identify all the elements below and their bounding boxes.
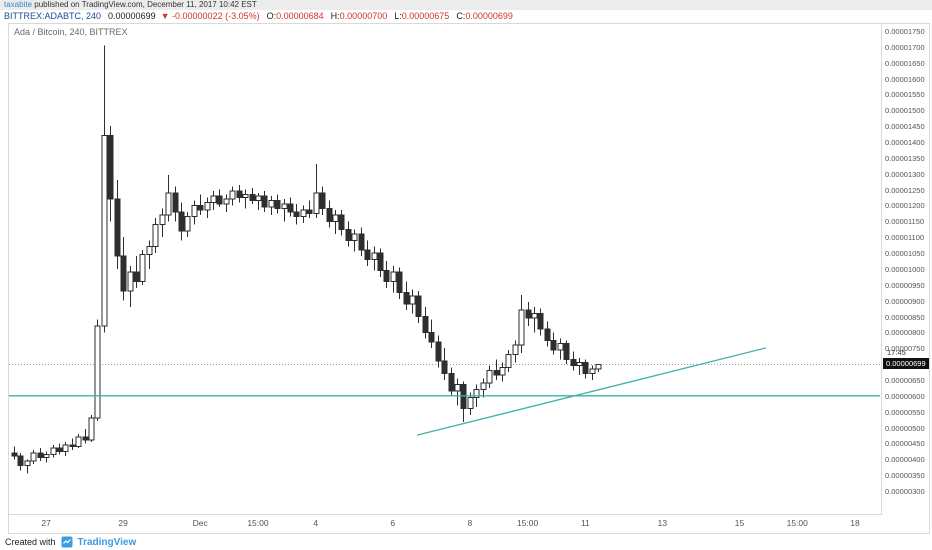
price-axis-label: 0.00001700	[885, 42, 925, 52]
price-axis-label: 0.00000350	[885, 471, 925, 481]
ohlc-l: L:0.00000675	[394, 11, 450, 21]
chart-plot-frame	[8, 23, 882, 515]
price-axis-label: 0.00000400	[885, 455, 925, 465]
price-axis[interactable]: 0.00001750 0.00001700 0.00001650 0.00001600…	[882, 24, 929, 514]
time-axis[interactable]: 27 29 Dec 15:00 4 6 8 15:00 11 13 15 15:00 18	[9, 515, 929, 533]
current-price-tag: 0.00000699	[883, 358, 929, 369]
price-axis-label: 0.00000450	[885, 439, 925, 449]
price-axis-label: 0.00001500	[885, 106, 925, 116]
price-axis-label: 0.00000500	[885, 423, 925, 433]
time-axis-label: 15:00	[516, 518, 539, 528]
price-axis-label: 0.00001450	[885, 122, 925, 132]
time-axis-label: 6	[390, 518, 396, 528]
chart-legend: Ada / Bitcoin, 240, BITTREX	[14, 27, 128, 37]
price-axis-label: 0.00001100	[885, 233, 925, 243]
publish-bar: taxabite published on TradingView.com, D…	[0, 0, 932, 10]
time-axis-label: Dec	[192, 518, 208, 528]
price-axis-label: 0.00001400	[885, 138, 925, 148]
chart-widget-frame	[8, 23, 930, 534]
price-axis-label: 0.00001300	[885, 169, 925, 179]
ohlc-h: H:0.00000700	[330, 11, 388, 21]
price-axis-label: 0.00000950	[885, 280, 925, 290]
tradingview-brand-link[interactable]: TradingView	[77, 536, 137, 548]
price-axis-label: 0.00001750	[885, 27, 925, 36]
price-axis-label: 0.00000800	[885, 328, 925, 338]
ohlc-values: O:0.00000684 H:0.00000700 L:0.00000675 C:0.…	[260, 11, 513, 21]
symbol-bar: BITTREX:ADABTC, 240 0.00000699 ▼ -0.000000…	[0, 10, 932, 23]
price-axis-label: 0.00000900	[885, 296, 925, 306]
price-axis-label: 0.00001550	[885, 90, 925, 100]
last-price: 0.00000699	[108, 11, 156, 21]
time-axis-label: 11	[580, 518, 590, 528]
price-axis-label: 0.00000300	[885, 486, 925, 496]
symbol-name: BITTREX:ADABTC, 240	[4, 11, 102, 21]
ohlc-c: C:0.00000699	[456, 11, 513, 21]
publisher-link[interactable]: taxabite	[4, 0, 33, 9]
price-axis-label: 0.00001250	[885, 185, 925, 195]
price-change: ▼ -0.00000022 (-3.05%)	[161, 11, 260, 21]
change-value: -0.00000022 (-3.05%)	[172, 11, 260, 21]
time-axis-label: 13	[657, 518, 668, 528]
down-arrow-icon: ▼	[160, 11, 170, 21]
price-axis-label: 0.00001000	[885, 264, 925, 274]
time-axis-label: 15:00	[786, 518, 808, 528]
candles-group	[11, 45, 602, 474]
price-axis-label: 0.00000850	[885, 312, 925, 322]
time-axis-label: 8	[467, 518, 473, 528]
time-axis-label: 18	[850, 518, 860, 528]
time-axis-label: 4	[313, 518, 319, 528]
price-axis-label: 0.00001650	[885, 58, 925, 68]
price-axis-label: 0.00000550	[885, 407, 925, 417]
tradingview-logo-icon[interactable]	[61, 536, 73, 548]
price-axis-label: 0.00001050	[885, 249, 925, 259]
publish-info-text: published on TradingView.com, December 1…	[32, 0, 257, 9]
price-axis-label: 0.00001200	[885, 201, 925, 211]
countdown-timer: 17:45	[887, 348, 906, 357]
price-axis-label: 0.00000750	[885, 344, 925, 354]
time-axis-label: 27	[41, 518, 51, 528]
footer-bar: Created with TradingView	[0, 534, 932, 550]
price-axis-label: 0.00000650	[885, 375, 925, 385]
price-axis-label: 0.00001350	[885, 153, 925, 163]
time-axis-label: 15	[734, 518, 745, 528]
ascending-trend-line[interactable]	[417, 347, 766, 436]
ohlc-o: O:0.00000684	[266, 11, 324, 21]
price-axis-label: 0.00001600	[885, 74, 925, 84]
time-axis-label: 15:00	[247, 518, 269, 528]
created-with-text: Created with	[5, 537, 56, 547]
time-axis-label: 29	[118, 518, 128, 528]
price-axis-label: 0.00001150	[885, 217, 925, 227]
price-axis-label: 0.00000600	[885, 391, 925, 401]
